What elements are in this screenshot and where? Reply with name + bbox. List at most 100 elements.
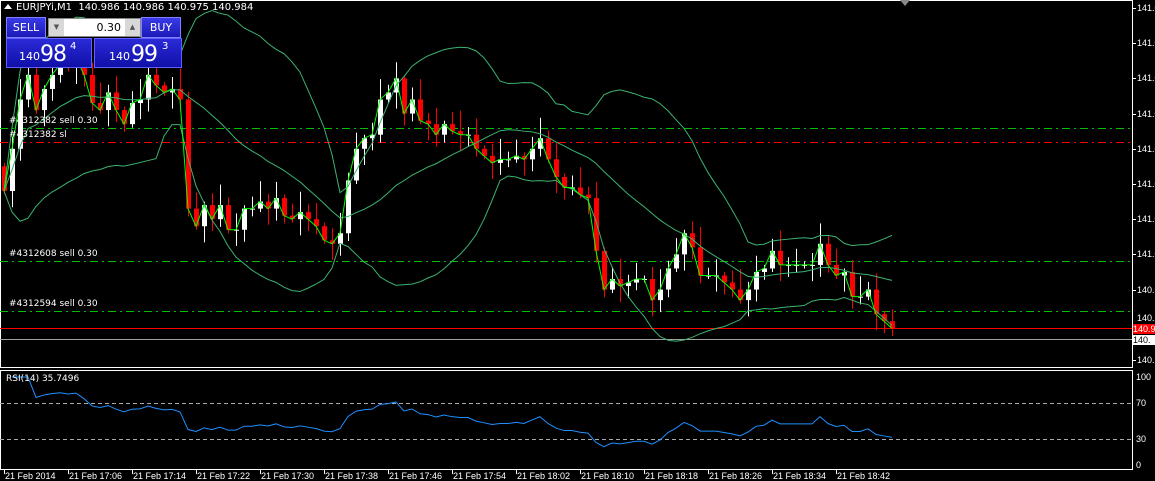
candle-body: [810, 264, 815, 266]
one-click-trading-panel: SELL ▼ 0.30 ▲ BUY 140 98 4 140 99 3: [6, 17, 182, 68]
chart-shift-marker-icon[interactable]: [900, 0, 910, 6]
time-axis-label: 21 Feb 17:22: [197, 471, 251, 481]
candle-body: [562, 176, 567, 188]
candle-body: [378, 99, 383, 135]
candle-body: [314, 219, 319, 227]
rsi-axis-label: 70: [1136, 398, 1147, 409]
candle-body: [458, 131, 463, 135]
lot-value[interactable]: 0.30: [96, 21, 122, 34]
candle-body: [2, 166, 7, 192]
time-axis-label: 21 Feb 17:38: [325, 471, 379, 481]
time-axis-label: 21 Feb 18:18: [645, 471, 699, 481]
candle-body: [674, 254, 679, 269]
order-label[interactable]: #4312382 sell 0.30: [9, 115, 98, 126]
candle-body: [506, 159, 511, 161]
price-axis-label: 141.045: [1137, 108, 1155, 119]
time-axis-label: 21 Feb 18:10: [581, 471, 635, 481]
candle-body: [266, 201, 271, 209]
candle-body: [162, 85, 167, 93]
lot-decrease-icon[interactable]: ▼: [49, 19, 64, 36]
buy-price-button[interactable]: 140 99 3: [94, 38, 182, 68]
candle-body: [178, 88, 183, 100]
candle-body: [98, 103, 103, 111]
candle-body: [298, 212, 303, 220]
candle-body: [698, 247, 703, 276]
close-line: [3, 56, 893, 329]
candle-body: [410, 99, 415, 114]
candle-body: [818, 243, 823, 265]
candle-body: [122, 110, 127, 125]
candle-body: [490, 155, 495, 163]
candle-body: [34, 74, 39, 111]
candle-body: [634, 279, 639, 283]
time-axis-label: 21 Feb 17:46: [389, 471, 443, 481]
candle-body: [882, 314, 887, 322]
bollinger-lower-band: [3, 124, 893, 342]
order-label[interactable]: #4312382 sl: [9, 129, 67, 140]
candle-body: [130, 103, 135, 125]
time-axis-label: 21 Feb 18:42: [837, 471, 891, 481]
symbol-menu-icon[interactable]: [4, 4, 12, 9]
price-axis-label: 141.055: [1137, 73, 1155, 84]
candle-body: [322, 226, 327, 241]
candle-body: [610, 279, 615, 290]
rsi-axis-label: 100: [1136, 372, 1152, 382]
candle-body: [42, 88, 47, 111]
order-label[interactable]: #4312608 sell 0.30: [9, 248, 98, 259]
candle-body: [338, 233, 343, 244]
candle-body: [770, 250, 775, 269]
candle-body: [370, 134, 375, 139]
candle-body: [754, 271, 759, 290]
candle-body: [602, 250, 607, 290]
time-axis-label: 21 Feb 17:14: [133, 471, 187, 481]
price-axis-label: 140.975: [1137, 354, 1155, 365]
rsi-panel-frame: [0, 370, 1133, 470]
candle-body: [210, 205, 215, 220]
candle-body: [146, 74, 151, 100]
order-label[interactable]: #4312594 sell 0.30: [9, 298, 98, 309]
price-axis-label: 140.995: [1137, 284, 1155, 295]
price-axis-label: 140.985: [1137, 312, 1155, 323]
buy-button[interactable]: BUY: [141, 17, 181, 38]
candle-body: [730, 282, 735, 290]
sell-price-button[interactable]: 140 98 4: [6, 38, 92, 68]
candle-body: [426, 120, 431, 125]
candle-body: [522, 155, 527, 160]
candle-body: [618, 279, 623, 287]
sell-price-main: 98: [40, 42, 67, 67]
candle-body: [666, 268, 671, 290]
candle-body: [354, 148, 359, 181]
lot-size-input[interactable]: ▼ 0.30 ▲: [48, 18, 141, 37]
candle-body: [234, 229, 239, 231]
price-axis-label: 141.015: [1137, 214, 1155, 225]
candle-body: [274, 198, 279, 209]
candle-body: [578, 187, 583, 195]
candle-body: [762, 268, 767, 272]
candle-body: [202, 205, 207, 227]
candle-body: [658, 289, 663, 301]
time-axis-label: 21 Feb 18:34: [773, 471, 827, 481]
candle-body: [194, 208, 199, 227]
candle-body: [242, 208, 247, 230]
candle-body: [58, 64, 63, 75]
candle-body: [170, 88, 175, 93]
candle-body: [114, 92, 119, 111]
candle-body: [346, 180, 351, 234]
candle-body: [874, 289, 879, 315]
lot-increase-icon[interactable]: ▲: [125, 19, 140, 36]
candle-body: [546, 138, 551, 160]
candle-body: [138, 99, 143, 104]
candle-body: [258, 201, 263, 209]
buy-price-main: 99: [131, 42, 158, 67]
candle-body: [498, 159, 503, 163]
candle-body: [690, 233, 695, 248]
time-axis-label: 21 Feb 17:06: [69, 471, 123, 481]
candle-body: [834, 264, 839, 276]
rsi-axis-label: 30: [1136, 433, 1147, 444]
chart-title: EURJPYi,M1 140.986 140.986 140.975 140.9…: [4, 2, 253, 13]
time-axis-label: 21 Feb 17:30: [261, 471, 315, 481]
sell-button[interactable]: SELL: [6, 17, 46, 38]
candle-body: [778, 250, 783, 265]
candle-body: [738, 289, 743, 301]
